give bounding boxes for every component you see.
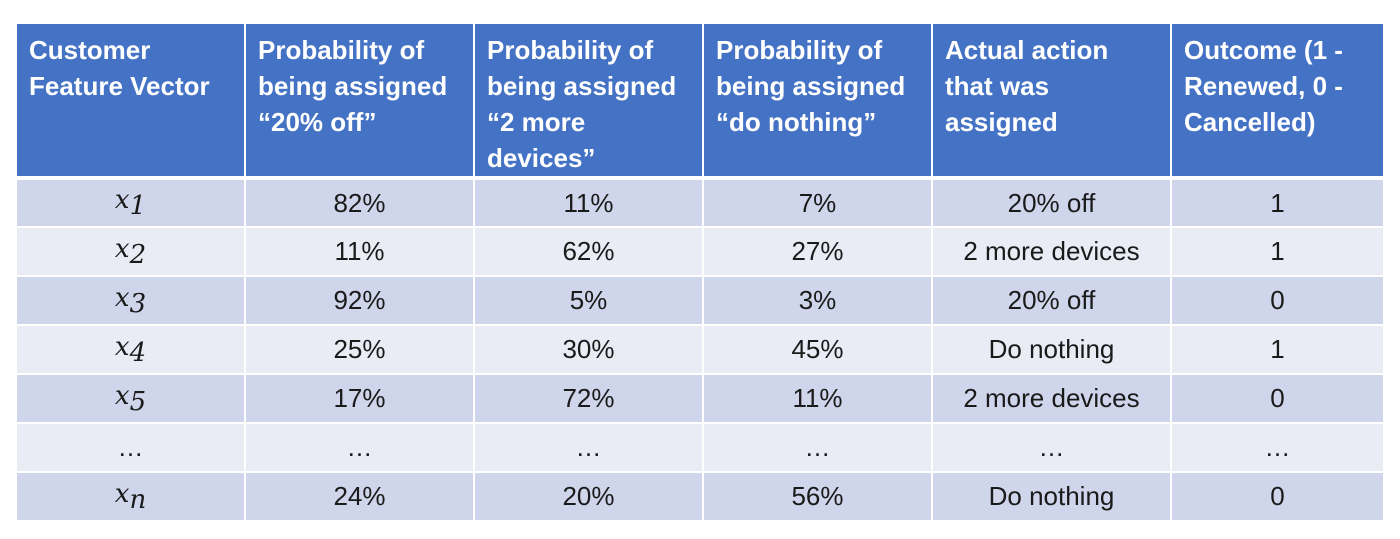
feature-vector-subscript: 2	[129, 240, 147, 271]
header-prob-20-off: Probability of being assigned “20% off”	[245, 24, 475, 180]
prob-do-nothing-cell: 56%	[703, 472, 933, 522]
prob-2-more-devices-cell: 5%	[474, 276, 704, 326]
feature-vector-symbol: x	[114, 282, 130, 313]
ellipsis-cell: …	[703, 423, 933, 473]
table-row: x2 11% 62% 27% 2 more devices 1	[17, 227, 1383, 277]
prob-20-off-cell: 24%	[245, 472, 475, 522]
header-feature-vector: Customer Feature Vector	[17, 24, 246, 180]
feature-vector-cell: x5	[17, 374, 246, 424]
outcome-cell: 0	[1171, 374, 1383, 424]
feature-vector-symbol: x	[114, 380, 130, 411]
feature-vector-symbol: x	[114, 233, 130, 264]
prob-2-more-devices-cell: 72%	[474, 374, 704, 424]
actual-action-cell: Do nothing	[932, 472, 1172, 522]
header-prob-do-nothing: Probability of being assigned “do nothin…	[703, 24, 933, 180]
feature-vector-subscript: 4	[129, 338, 147, 369]
ellipsis-cell: …	[474, 423, 704, 473]
prob-do-nothing-cell: 7%	[703, 178, 933, 228]
table-row: x1 82% 11% 7% 20% off 1	[17, 178, 1383, 228]
table-row: x5 17% 72% 11% 2 more devices 0	[17, 374, 1383, 424]
prob-20-off-cell: 11%	[245, 227, 475, 277]
prob-20-off-cell: 92%	[245, 276, 475, 326]
prob-do-nothing-cell: 27%	[703, 227, 933, 277]
header-prob-2-more-devices: Probability of being assigned “2 more de…	[474, 24, 704, 180]
actual-action-cell: 2 more devices	[932, 227, 1172, 277]
prob-2-more-devices-cell: 20%	[474, 472, 704, 522]
table-container: Customer Feature Vector Probability of b…	[17, 24, 1383, 522]
header-outcome: Outcome (1 - Renewed, 0 - Cancelled)	[1171, 24, 1383, 180]
feature-vector-cell: xn	[17, 472, 246, 522]
header-row: Customer Feature Vector Probability of b…	[17, 24, 1383, 180]
ellipsis-cell: …	[1171, 423, 1383, 473]
feature-vector-cell: x1	[17, 178, 246, 228]
prob-do-nothing-cell: 3%	[703, 276, 933, 326]
actual-action-cell: 20% off	[932, 276, 1172, 326]
ellipsis-cell: …	[17, 423, 246, 473]
outcome-cell: 0	[1171, 472, 1383, 522]
data-table: Customer Feature Vector Probability of b…	[17, 24, 1383, 522]
prob-2-more-devices-cell: 62%	[474, 227, 704, 277]
feature-vector-symbol: x	[114, 478, 130, 509]
feature-vector-cell: x4	[17, 325, 246, 375]
actual-action-cell: Do nothing	[932, 325, 1172, 375]
actual-action-cell: 2 more devices	[932, 374, 1172, 424]
table-row: x4 25% 30% 45% Do nothing 1	[17, 325, 1383, 375]
outcome-cell: 1	[1171, 227, 1383, 277]
outcome-cell: 0	[1171, 276, 1383, 326]
prob-do-nothing-cell: 45%	[703, 325, 933, 375]
header-actual-action: Actual action that was assigned	[932, 24, 1172, 180]
outcome-cell: 1	[1171, 325, 1383, 375]
feature-vector-symbol: x	[114, 185, 130, 216]
feature-vector-subscript: n	[129, 485, 147, 516]
actual-action-cell: 20% off	[932, 178, 1172, 228]
feature-vector-subscript: 3	[129, 289, 147, 320]
feature-vector-cell: x3	[17, 276, 246, 326]
table-row: x3 92% 5% 3% 20% off 0	[17, 276, 1383, 326]
outcome-cell: 1	[1171, 178, 1383, 228]
prob-20-off-cell: 17%	[245, 374, 475, 424]
prob-do-nothing-cell: 11%	[703, 374, 933, 424]
feature-vector-cell: x2	[17, 227, 246, 277]
feature-vector-symbol: x	[114, 331, 130, 362]
prob-20-off-cell: 25%	[245, 325, 475, 375]
feature-vector-subscript: 1	[129, 191, 147, 222]
table-row: xn 24% 20% 56% Do nothing 0	[17, 472, 1383, 522]
ellipsis-cell: …	[932, 423, 1172, 473]
prob-2-more-devices-cell: 30%	[474, 325, 704, 375]
ellipsis-cell: …	[245, 423, 475, 473]
prob-2-more-devices-cell: 11%	[474, 178, 704, 228]
table-header: Customer Feature Vector Probability of b…	[17, 24, 1383, 180]
table-body: x1 82% 11% 7% 20% off 1 x2 11% 62% 27% 2…	[17, 178, 1383, 522]
table-row-ellipsis: … … … … … …	[17, 423, 1383, 473]
feature-vector-subscript: 5	[129, 387, 147, 418]
prob-20-off-cell: 82%	[245, 178, 475, 228]
